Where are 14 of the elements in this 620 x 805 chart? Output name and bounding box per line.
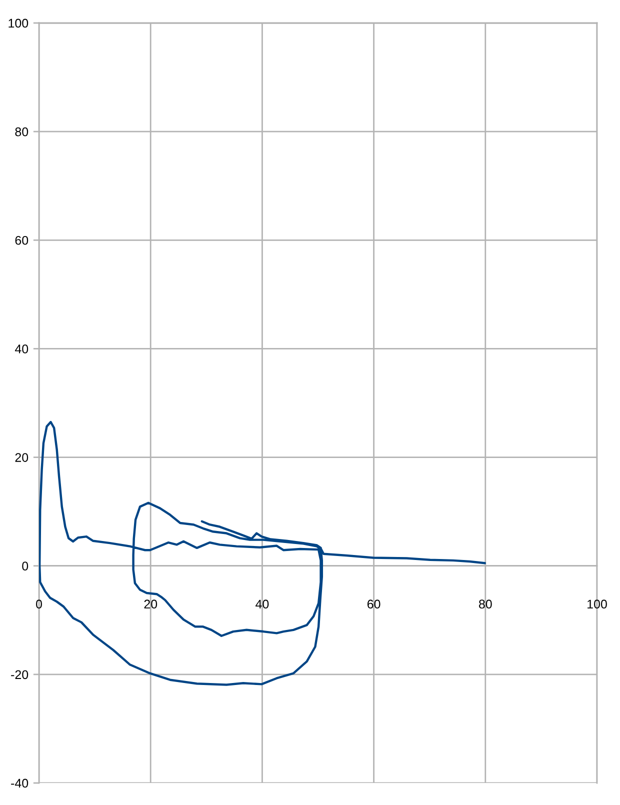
x-tick-label: 80 (478, 600, 492, 609)
y-tick-label: 40 (14, 344, 28, 354)
x-tick-label: 40 (256, 600, 269, 609)
x-tick-label: 100 (588, 600, 607, 609)
y-tick-label: -20 (11, 670, 28, 680)
x-tick-label: 60 (367, 600, 380, 609)
y-tick-label: 0 (22, 562, 28, 571)
y-tick-label: 100 (8, 18, 28, 28)
x-tick-label: 20 (144, 600, 158, 609)
y-tick-label: 80 (15, 127, 28, 136)
x-tick-label: 0 (36, 600, 42, 609)
y-tick-label: 20 (15, 453, 28, 462)
y-tick-label: 60 (15, 236, 28, 245)
y-tick-label: -40 (11, 778, 28, 788)
